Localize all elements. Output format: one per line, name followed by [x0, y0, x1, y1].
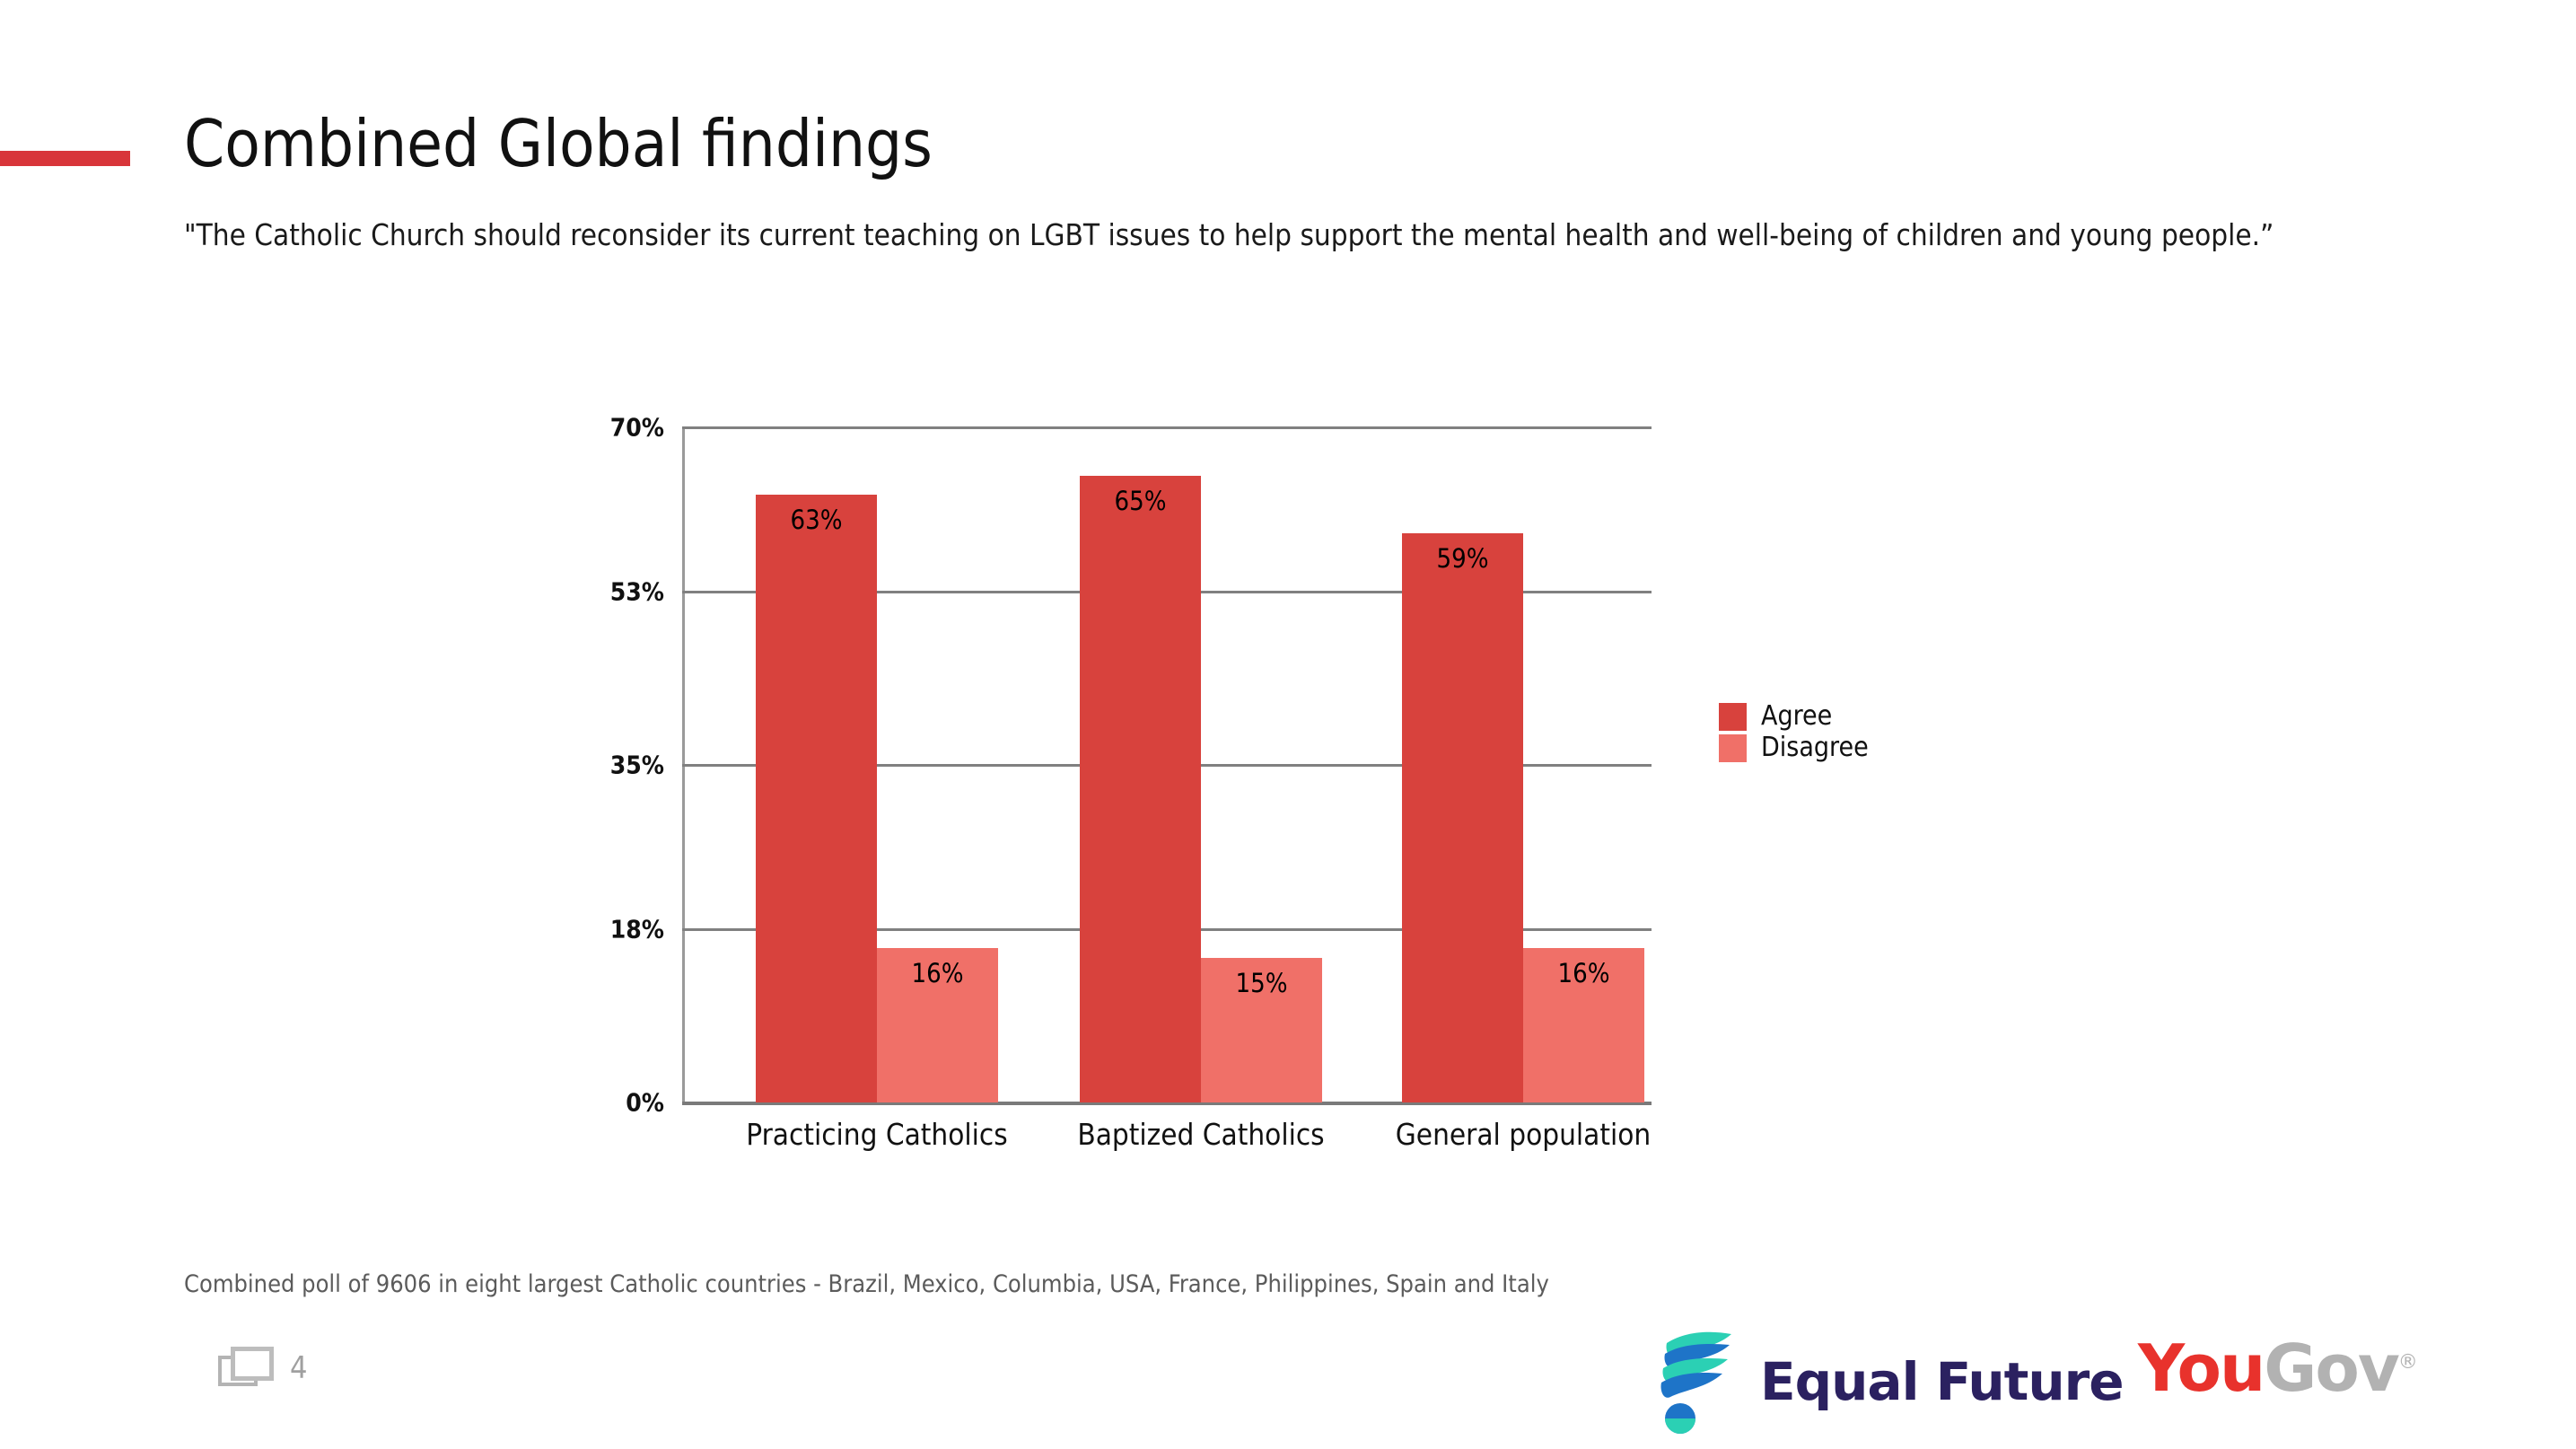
- legend-label: Agree: [1761, 700, 1833, 732]
- bar-disagree[interactable]: 16%: [1523, 948, 1644, 1102]
- y-tick-label: 35%: [609, 750, 664, 780]
- y-tick-label: 0%: [626, 1087, 664, 1118]
- bar-slot: 16%: [1523, 427, 1644, 1102]
- yougov-gov-text: Gov: [2264, 1330, 2399, 1406]
- bar-group: 65% 15%: [1080, 427, 1322, 1102]
- bar-value-label: 16%: [1557, 958, 1610, 989]
- bar-value-label: 65%: [1114, 485, 1167, 516]
- legend-item[interactable]: Disagree: [1719, 733, 1869, 763]
- yougov-you-text: You: [2138, 1330, 2265, 1406]
- bar-agree[interactable]: 59%: [1402, 533, 1523, 1102]
- source-footnote: Combined poll of 9606 in eight largest C…: [184, 1270, 1549, 1298]
- chart-plot-area: 0% 18% 35% 53% 70% 63% 16% 65% 15% 59% 16%: [610, 413, 1652, 1118]
- equal-future-logo: Equal Future: [1656, 1329, 2125, 1435]
- bar-slot: 15%: [1201, 427, 1322, 1102]
- bar-value-label: 63%: [790, 505, 843, 536]
- equal-future-wordmark: Equal Future: [1760, 1351, 2125, 1412]
- slide-number: 4: [290, 1350, 308, 1386]
- equal-future-mark-icon: [1660, 1331, 1731, 1434]
- category-label: General population: [1395, 1117, 1652, 1152]
- bar-slot: 16%: [877, 427, 998, 1102]
- legend-item[interactable]: Agree: [1719, 701, 1869, 732]
- y-tick-label: 53%: [609, 576, 664, 607]
- legend-label: Disagree: [1761, 732, 1869, 763]
- yougov-registered-mark: ®: [2397, 1351, 2418, 1374]
- bar-disagree[interactable]: 15%: [1201, 957, 1322, 1102]
- page-subtitle: "The Catholic Church should reconsider i…: [184, 217, 2274, 252]
- bar-value-label: 15%: [1235, 967, 1288, 998]
- legend-swatch-icon: [1719, 733, 1747, 762]
- bar-value-label: 16%: [911, 958, 964, 989]
- bar-slot: 63%: [756, 427, 877, 1102]
- bar-chart: 0% 18% 35% 53% 70% 63% 16% 65% 15% 59% 16% Practi…: [610, 413, 1652, 1152]
- bar-value-label: 59%: [1436, 543, 1489, 575]
- slide-number-group: 4: [218, 1347, 307, 1390]
- yougov-logo: YouGov®: [2138, 1336, 2418, 1401]
- y-tick-label: 18%: [609, 914, 664, 944]
- bar-slot: 59%: [1402, 427, 1523, 1102]
- bar-slot: 65%: [1080, 427, 1201, 1102]
- bar-agree[interactable]: 63%: [756, 495, 877, 1102]
- bar-group: 63% 16%: [756, 427, 998, 1102]
- bar-agree[interactable]: 65%: [1080, 475, 1201, 1102]
- gridline-0%: [682, 1102, 1652, 1105]
- title-accent-bar: [0, 151, 130, 166]
- slides-stack-icon: [218, 1347, 274, 1390]
- page-title: Combined Global findings: [184, 106, 933, 181]
- gridline-70%: [682, 426, 1652, 429]
- legend-swatch-icon: [1719, 702, 1747, 731]
- category-label: Practicing Catholics: [746, 1117, 1008, 1152]
- bar-disagree[interactable]: 16%: [877, 948, 998, 1102]
- bar-group: 59% 16%: [1402, 427, 1644, 1102]
- category-label: Baptized Catholics: [1077, 1117, 1325, 1152]
- y-tick-label: 70%: [609, 412, 664, 443]
- chart-legend: Agree Disagree: [1719, 701, 1869, 764]
